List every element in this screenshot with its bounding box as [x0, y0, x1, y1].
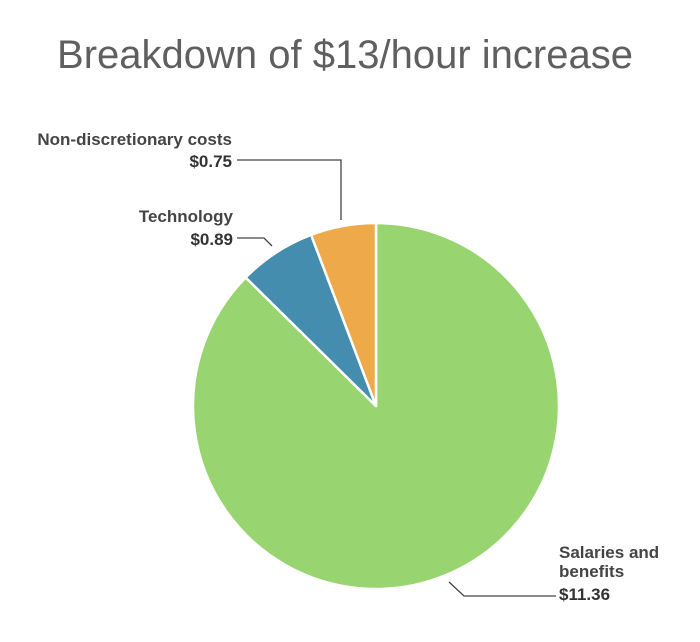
callout-line-salaries-and-benefits: [448, 581, 556, 597]
callout-line-non-discretionary-costs: [237, 159, 342, 220]
callout-line-technology: [237, 237, 273, 247]
pie-slices: [191, 221, 561, 591]
slice-label-salaries-and-benefits: benefits: [559, 562, 624, 581]
slice-label-non-discretionary-costs: Non-discretionary costs: [37, 130, 232, 149]
pie-slice-salaries-and-benefits: [191, 221, 561, 591]
slice-value-technology: $0.89: [190, 230, 233, 249]
callout-lines: [237, 159, 556, 597]
slice-label-technology: Technology: [139, 207, 234, 226]
slice-value-salaries-and-benefits: $11.36: [559, 585, 610, 604]
pie-slice-non-discretionary-costs: [309, 221, 378, 408]
slice-label-salaries-and-benefits: Salaries and: [559, 543, 659, 562]
slice-value-non-discretionary-costs: $0.75: [189, 152, 232, 171]
chart-title: Breakdown of $13/hour increase: [57, 33, 633, 77]
